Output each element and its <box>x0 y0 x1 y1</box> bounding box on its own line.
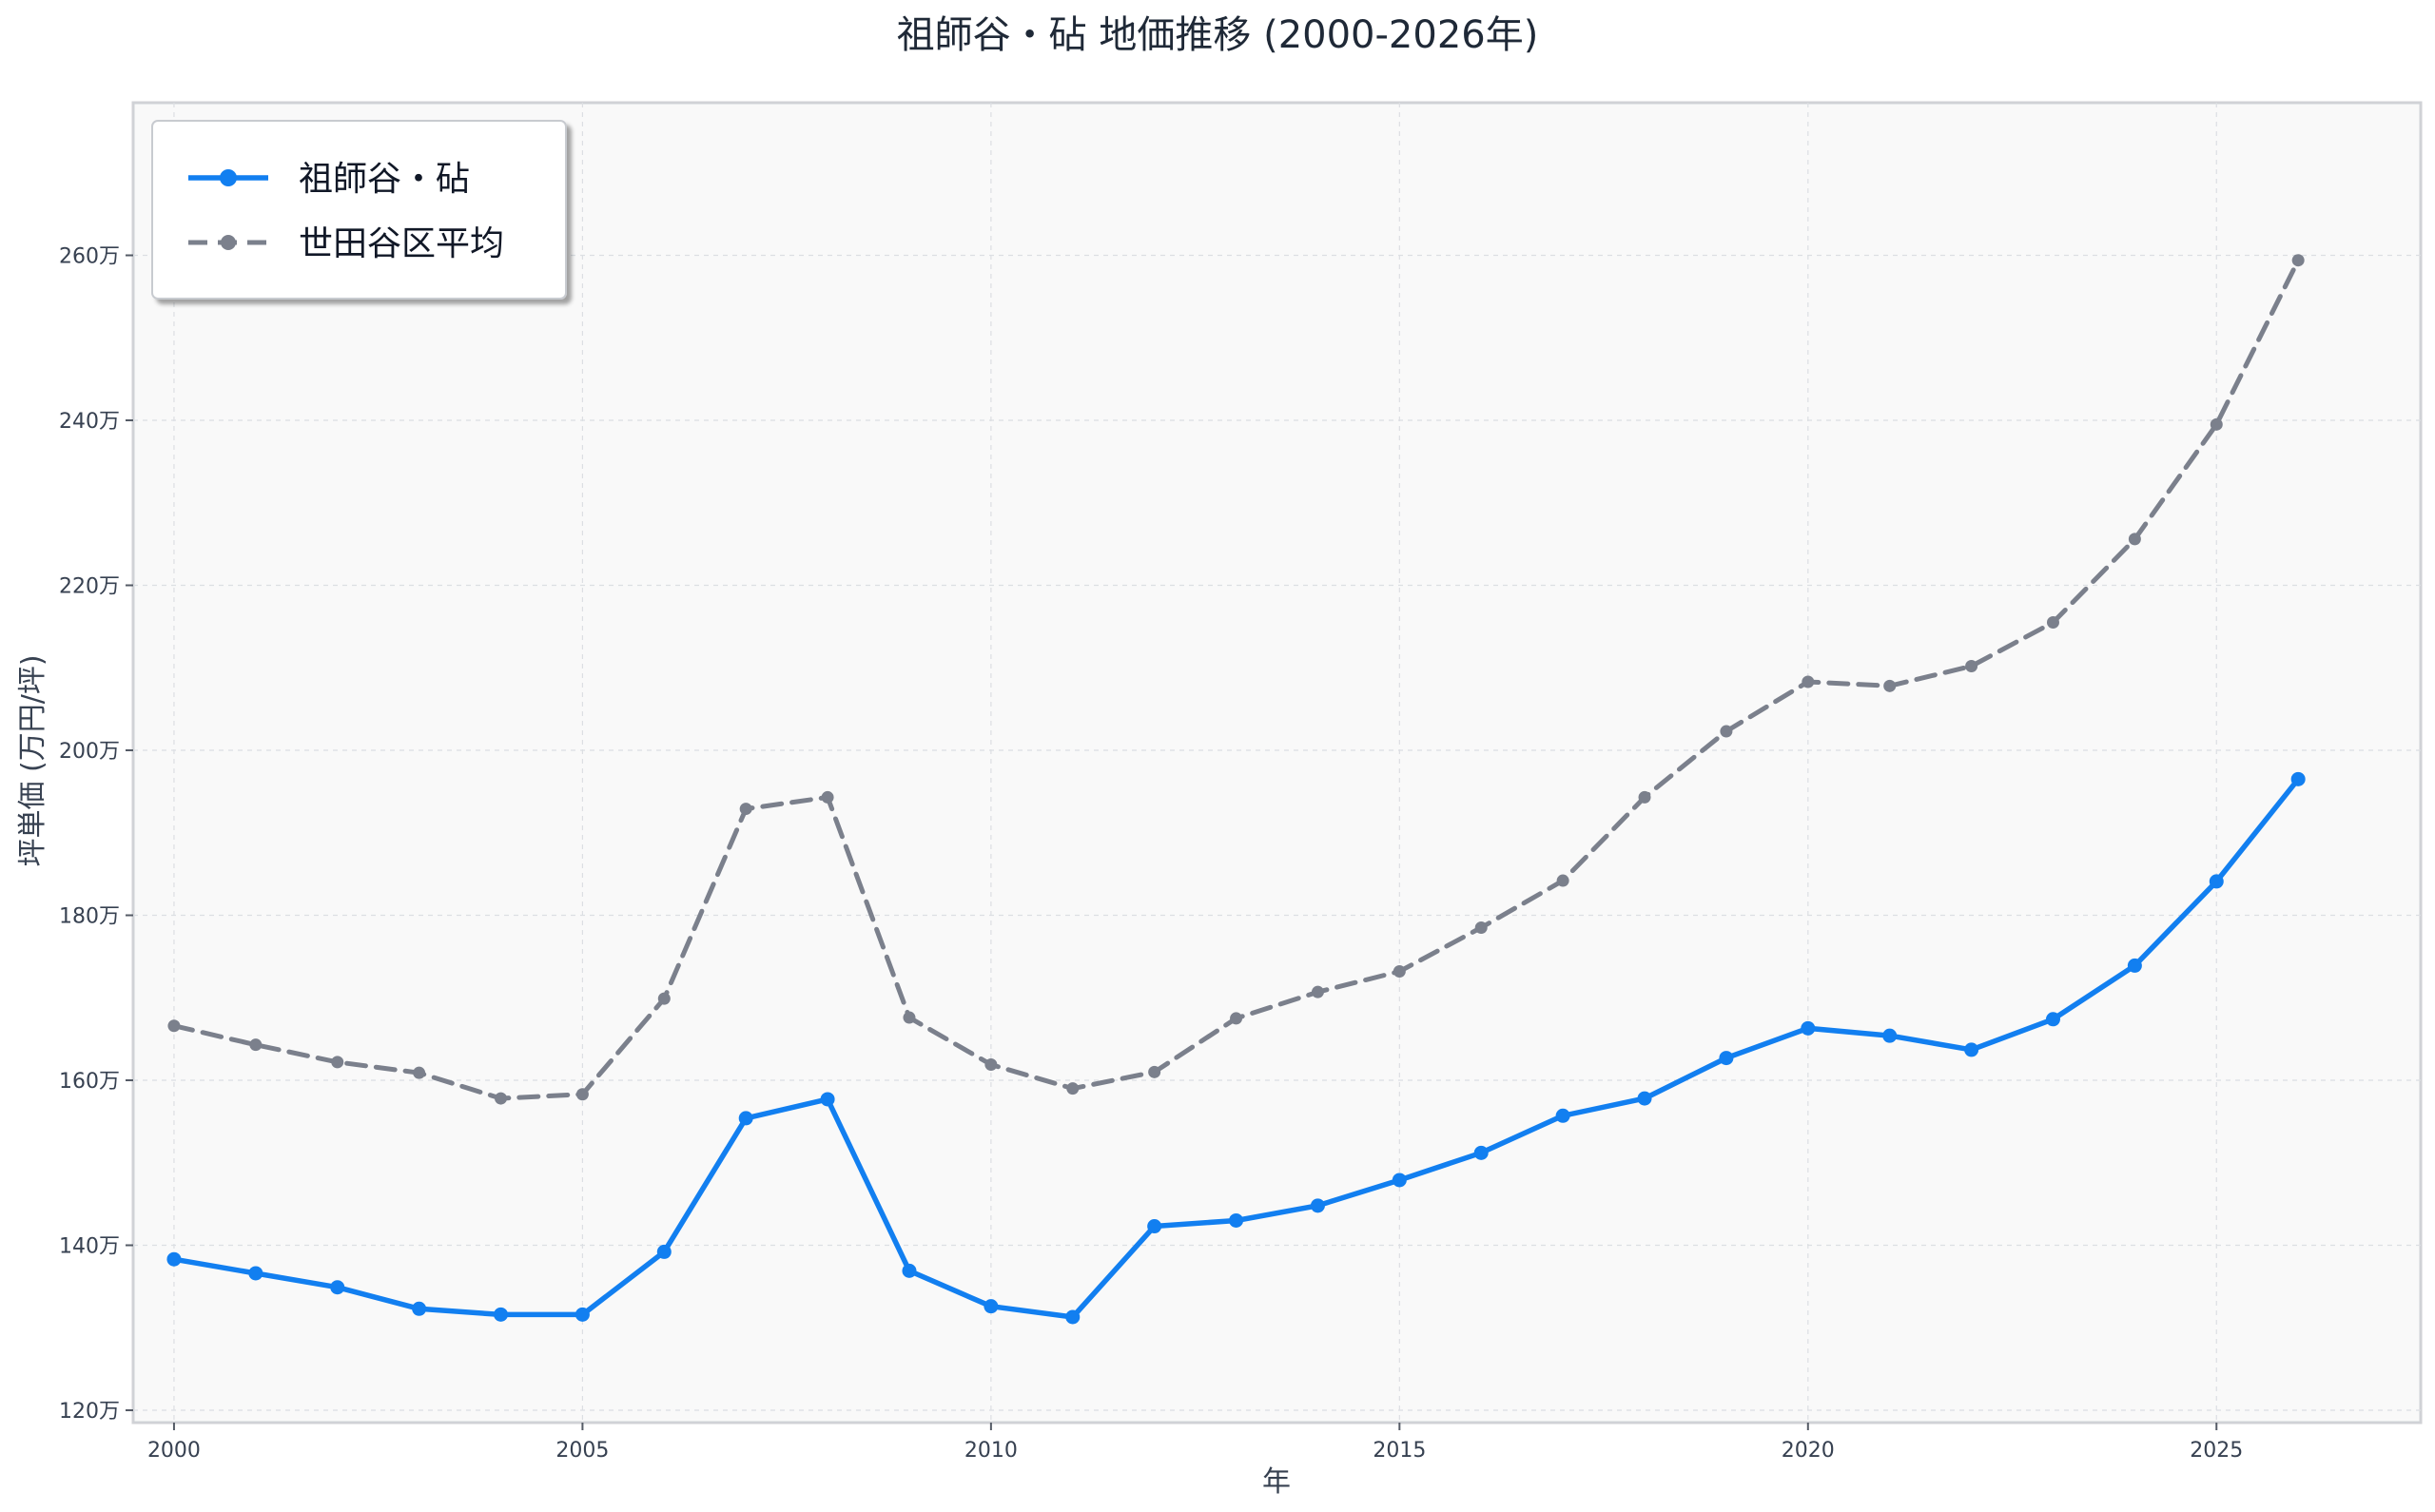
chart-title: 祖師谷・砧 地価推移 (2000-2026年) <box>897 13 1539 57</box>
series-point-0 <box>984 1299 999 1314</box>
series-point-1 <box>1393 964 1406 978</box>
series-point-0 <box>1065 1309 1081 1325</box>
series-point-0 <box>1882 1028 1898 1043</box>
x-tick-label: 2020 <box>1782 1439 1835 1463</box>
y-tick-label: 120万 <box>59 1400 120 1424</box>
series-point-1 <box>984 1058 998 1072</box>
x-tick-label: 2000 <box>147 1439 201 1463</box>
series-point-0 <box>248 1266 263 1281</box>
x-tick-label: 2010 <box>964 1439 1018 1463</box>
y-tick-label: 140万 <box>59 1234 120 1258</box>
series-point-1 <box>2291 254 2305 267</box>
series-point-0 <box>1229 1212 1244 1228</box>
legend-label-0: 祖師谷・砧 <box>299 160 470 199</box>
x-tick-label: 2005 <box>555 1439 609 1463</box>
series-point-0 <box>738 1111 753 1126</box>
series-point-0 <box>412 1301 427 1316</box>
plot-area <box>131 101 2423 1425</box>
series-point-0 <box>330 1280 345 1295</box>
series-layer <box>166 254 2306 1325</box>
series-point-1 <box>1066 1082 1080 1095</box>
series-point-0 <box>2045 1012 2060 1027</box>
series-point-1 <box>739 803 752 816</box>
series-point-1 <box>1802 675 1815 688</box>
series-point-0 <box>1392 1173 1407 1188</box>
series-point-1 <box>1965 660 1978 673</box>
series-point-0 <box>2127 958 2142 973</box>
legend-label-1: 世田谷区平均 <box>299 224 504 263</box>
series-point-0 <box>1637 1091 1652 1106</box>
series-point-1 <box>2128 533 2141 546</box>
series-point-0 <box>1719 1051 1734 1066</box>
grid-layer <box>133 103 2421 1423</box>
x-axis-label: 年 <box>1262 1465 1291 1499</box>
y-tick-label: 160万 <box>59 1070 120 1094</box>
y-tick-label: 200万 <box>59 740 120 764</box>
series-point-1 <box>1474 921 1488 934</box>
series-point-0 <box>1801 1020 1816 1036</box>
series-point-1 <box>2210 417 2223 431</box>
series-point-1 <box>821 790 834 804</box>
series-point-1 <box>1230 1012 1243 1025</box>
series-point-0 <box>166 1251 182 1267</box>
series-point-1 <box>2046 616 2059 630</box>
series-point-1 <box>1638 790 1651 804</box>
y-tick-label: 180万 <box>59 904 120 928</box>
series-point-1 <box>903 1011 916 1024</box>
legend-marker-1 <box>221 235 236 250</box>
series-point-0 <box>1473 1145 1489 1160</box>
series-point-0 <box>575 1307 590 1322</box>
series-point-0 <box>820 1092 835 1107</box>
series-point-1 <box>331 1056 344 1069</box>
y-axis-label: 坪単価 (万円/坪) <box>16 654 49 866</box>
series-point-1 <box>1720 725 1733 738</box>
series-point-1 <box>657 992 671 1005</box>
series-point-0 <box>1310 1198 1325 1213</box>
series-point-1 <box>1148 1065 1161 1078</box>
series-point-0 <box>2290 771 2306 786</box>
series-point-1 <box>413 1066 426 1079</box>
y-tick-label: 220万 <box>59 574 120 598</box>
series-point-1 <box>1883 679 1897 692</box>
series-point-0 <box>1964 1042 1979 1057</box>
legend-box <box>151 120 567 300</box>
series-point-0 <box>1147 1219 1162 1234</box>
series-point-0 <box>656 1244 672 1259</box>
series-point-1 <box>1311 985 1324 998</box>
series-point-0 <box>1555 1108 1570 1123</box>
series-point-1 <box>249 1038 263 1052</box>
y-tick-label: 240万 <box>59 410 120 434</box>
legend-marker-0 <box>220 169 237 186</box>
y-tick-label: 260万 <box>59 244 120 268</box>
x-tick-label: 2015 <box>1373 1439 1426 1463</box>
x-tick-label: 2025 <box>2190 1439 2243 1463</box>
series-point-0 <box>494 1307 509 1322</box>
series-point-1 <box>495 1092 508 1105</box>
series-point-1 <box>167 1019 181 1033</box>
series-point-0 <box>902 1263 917 1278</box>
series-point-1 <box>1556 874 1569 887</box>
tick-layer: 120万 140万 160万 180万 200万 220万 240万 260万 2000 2005… <box>59 244 2243 1463</box>
series-point-1 <box>575 1088 589 1101</box>
series-point-0 <box>2209 874 2224 889</box>
